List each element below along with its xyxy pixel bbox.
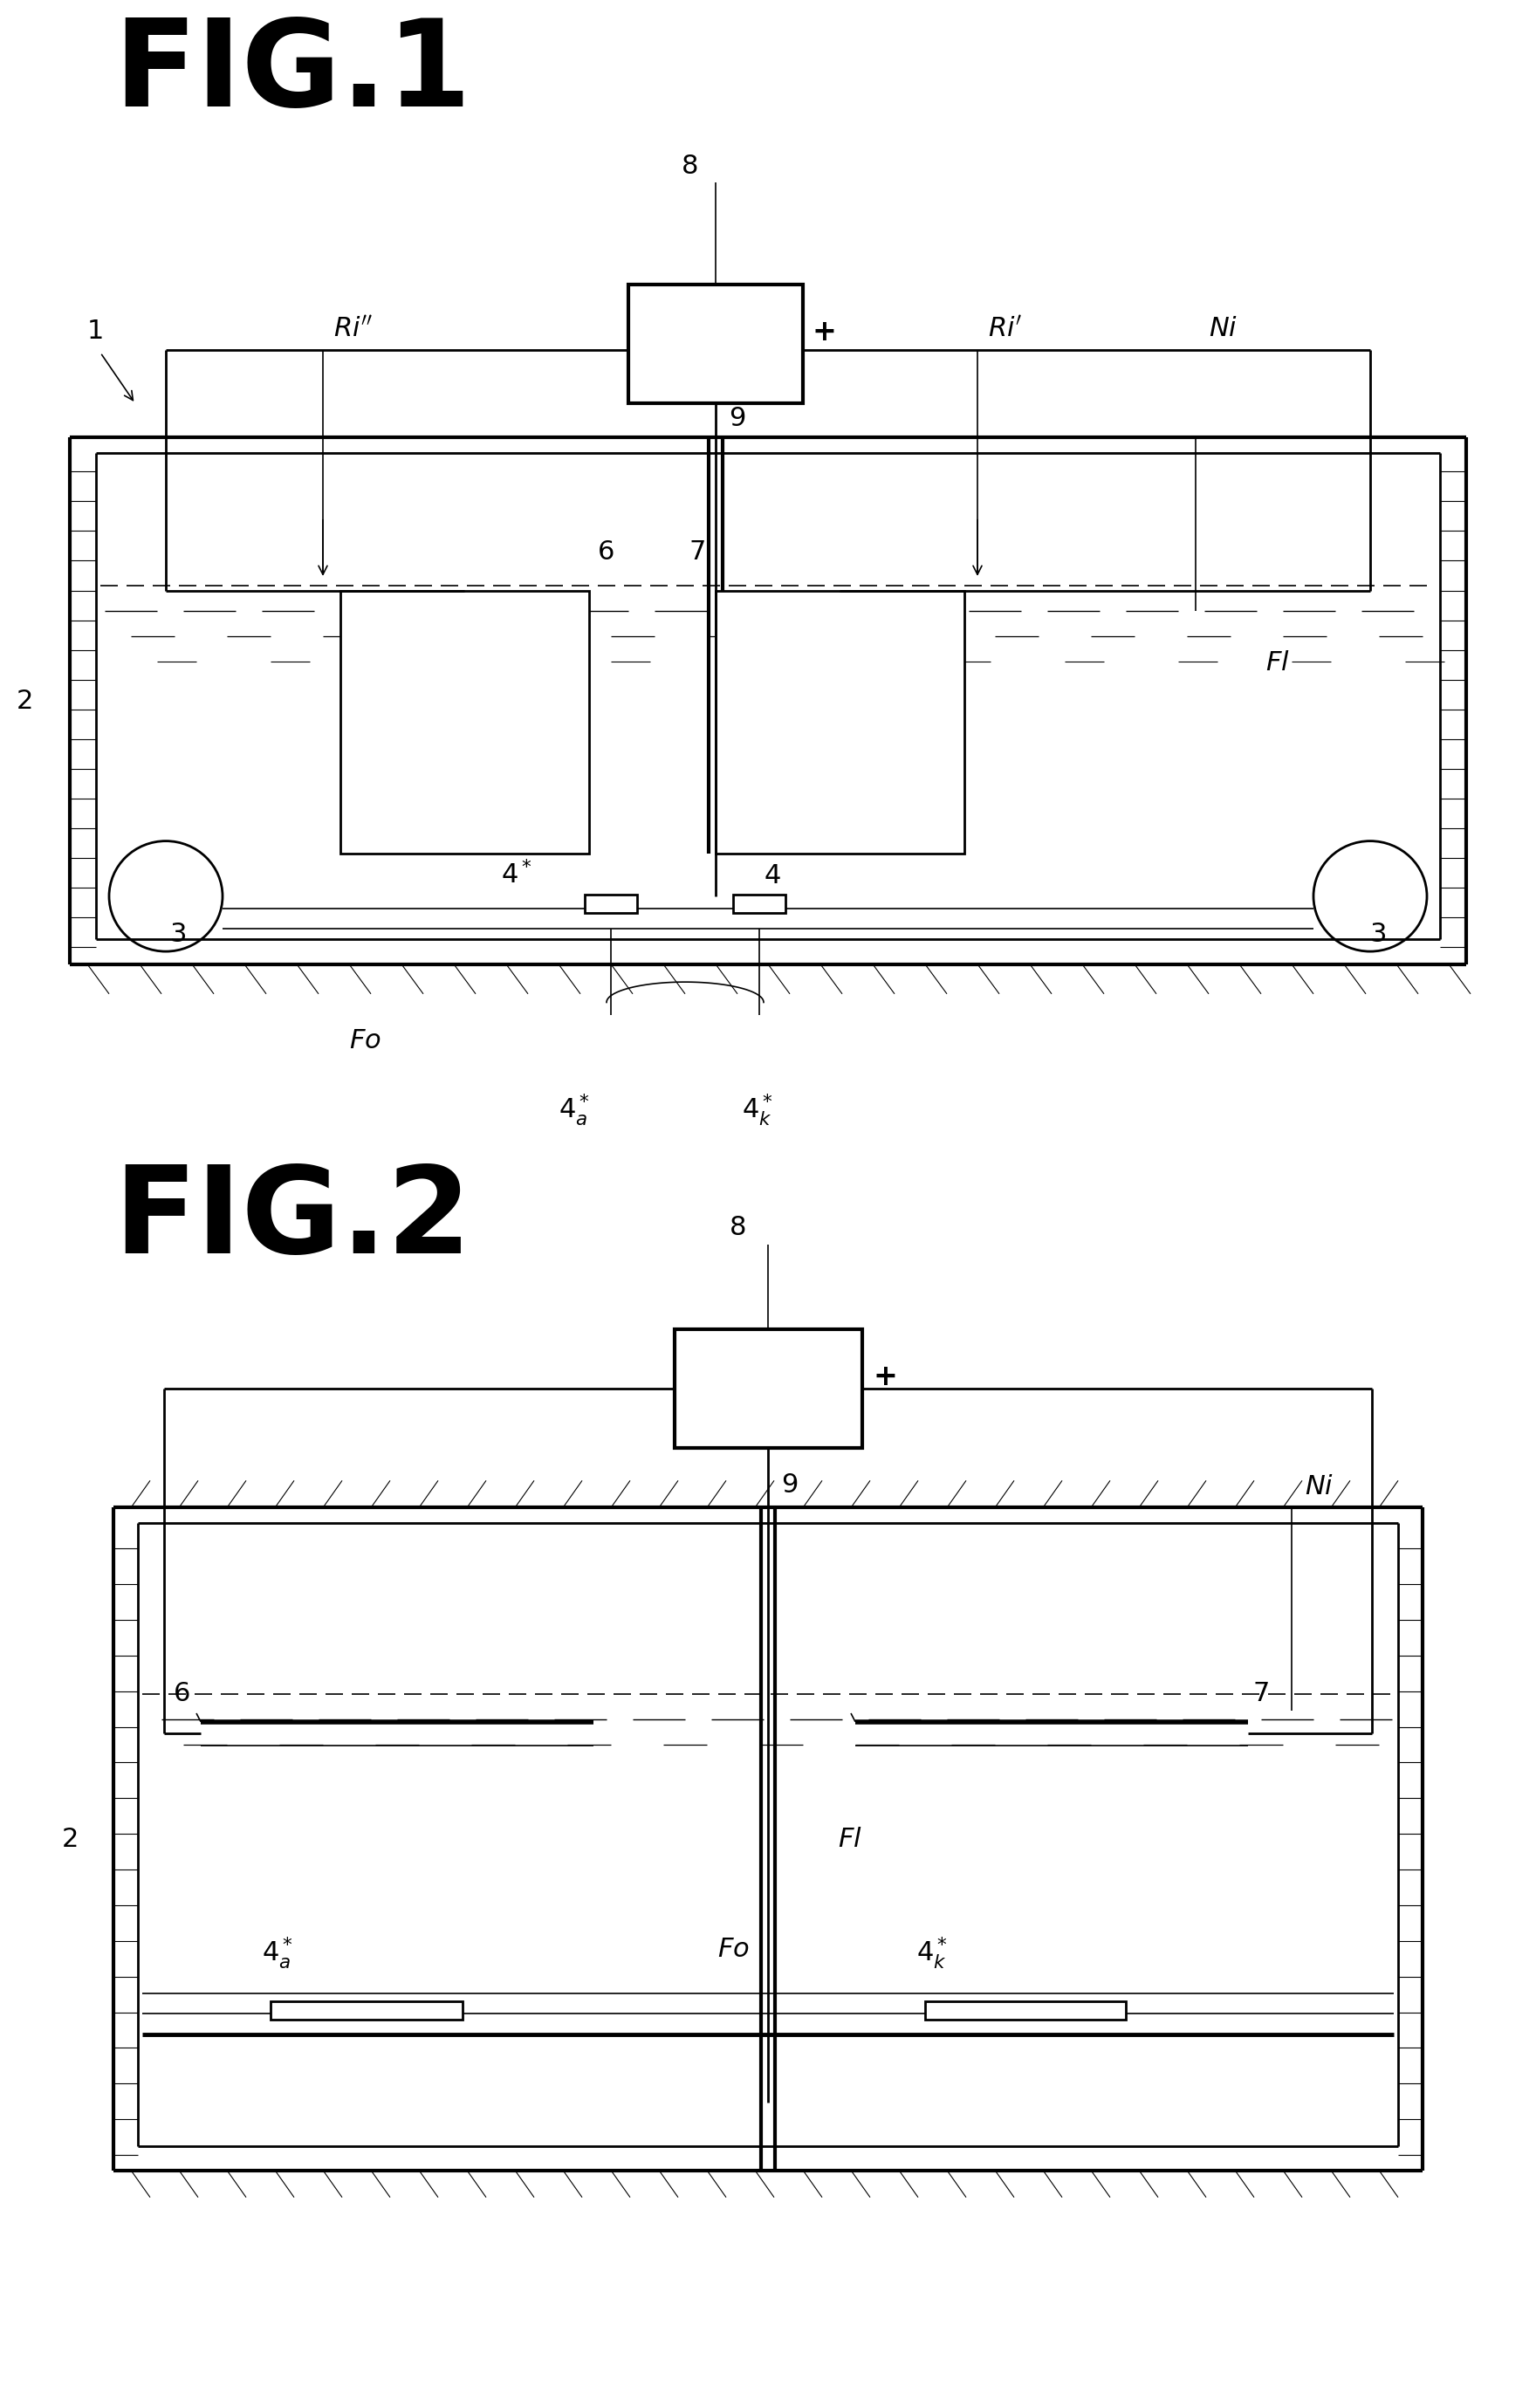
Text: $4^*$: $4^*$ [501, 860, 533, 889]
Text: $Fo$: $Fo$ [717, 1936, 750, 1963]
Bar [674, 1329, 862, 1447]
Text: +: + [872, 1363, 897, 1392]
Bar [716, 590, 965, 855]
Text: $4^*_a$: $4^*_a$ [261, 1934, 293, 1970]
Text: $4^*_k$: $4^*_k$ [917, 1934, 948, 1970]
Text: $Fo$: $Fo$ [349, 1028, 381, 1052]
Text: 2: 2 [61, 1825, 78, 1852]
Text: $4^*_k$: $4^*_k$ [742, 1091, 773, 1127]
Text: 2: 2 [17, 689, 34, 713]
Bar [341, 590, 590, 855]
Text: 9: 9 [782, 1471, 799, 1498]
Text: $Ni$: $Ni$ [1304, 1474, 1333, 1500]
Text: $Ri^{\prime}$: $Ri^{\prime}$ [988, 315, 1023, 342]
Bar [925, 2001, 1126, 2020]
Text: FIG.1: FIG.1 [114, 14, 472, 132]
Text: 8: 8 [730, 1216, 746, 1240]
Text: $4$: $4$ [763, 864, 780, 889]
Text: $Ri^{\prime\prime}$: $Ri^{\prime\prime}$ [333, 315, 373, 342]
Text: FIG.2: FIG.2 [114, 1161, 472, 1279]
Text: 3: 3 [170, 922, 187, 946]
Text: 7: 7 [1252, 1681, 1269, 1707]
Bar [628, 284, 803, 405]
Bar [270, 2001, 462, 2020]
Text: 3: 3 [1370, 922, 1387, 946]
Text: 6: 6 [174, 1681, 190, 1707]
Text: $Ni$: $Ni$ [1209, 315, 1238, 342]
Text: +: + [811, 318, 836, 347]
Text: 1: 1 [88, 318, 104, 344]
Text: 6: 6 [598, 539, 614, 566]
Text: $Fl$: $Fl$ [837, 1828, 862, 1852]
Bar [585, 893, 637, 913]
Bar [733, 893, 785, 913]
Text: $Fl$: $Fl$ [1266, 650, 1290, 677]
Text: 9: 9 [728, 405, 745, 431]
Text: $4^*_a$: $4^*_a$ [559, 1091, 590, 1127]
Text: 8: 8 [680, 154, 699, 178]
Text: 7: 7 [690, 539, 707, 566]
